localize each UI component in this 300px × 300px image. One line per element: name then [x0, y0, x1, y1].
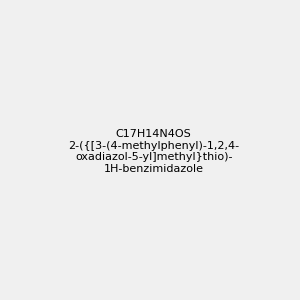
Text: C17H14N4OS
2-({[3-(4-methylphenyl)-1,2,4-
oxadiazol-5-yl]methyl}thio)-
1H-benzim: C17H14N4OS 2-({[3-(4-methylphenyl)-1,2,4… — [68, 129, 239, 174]
